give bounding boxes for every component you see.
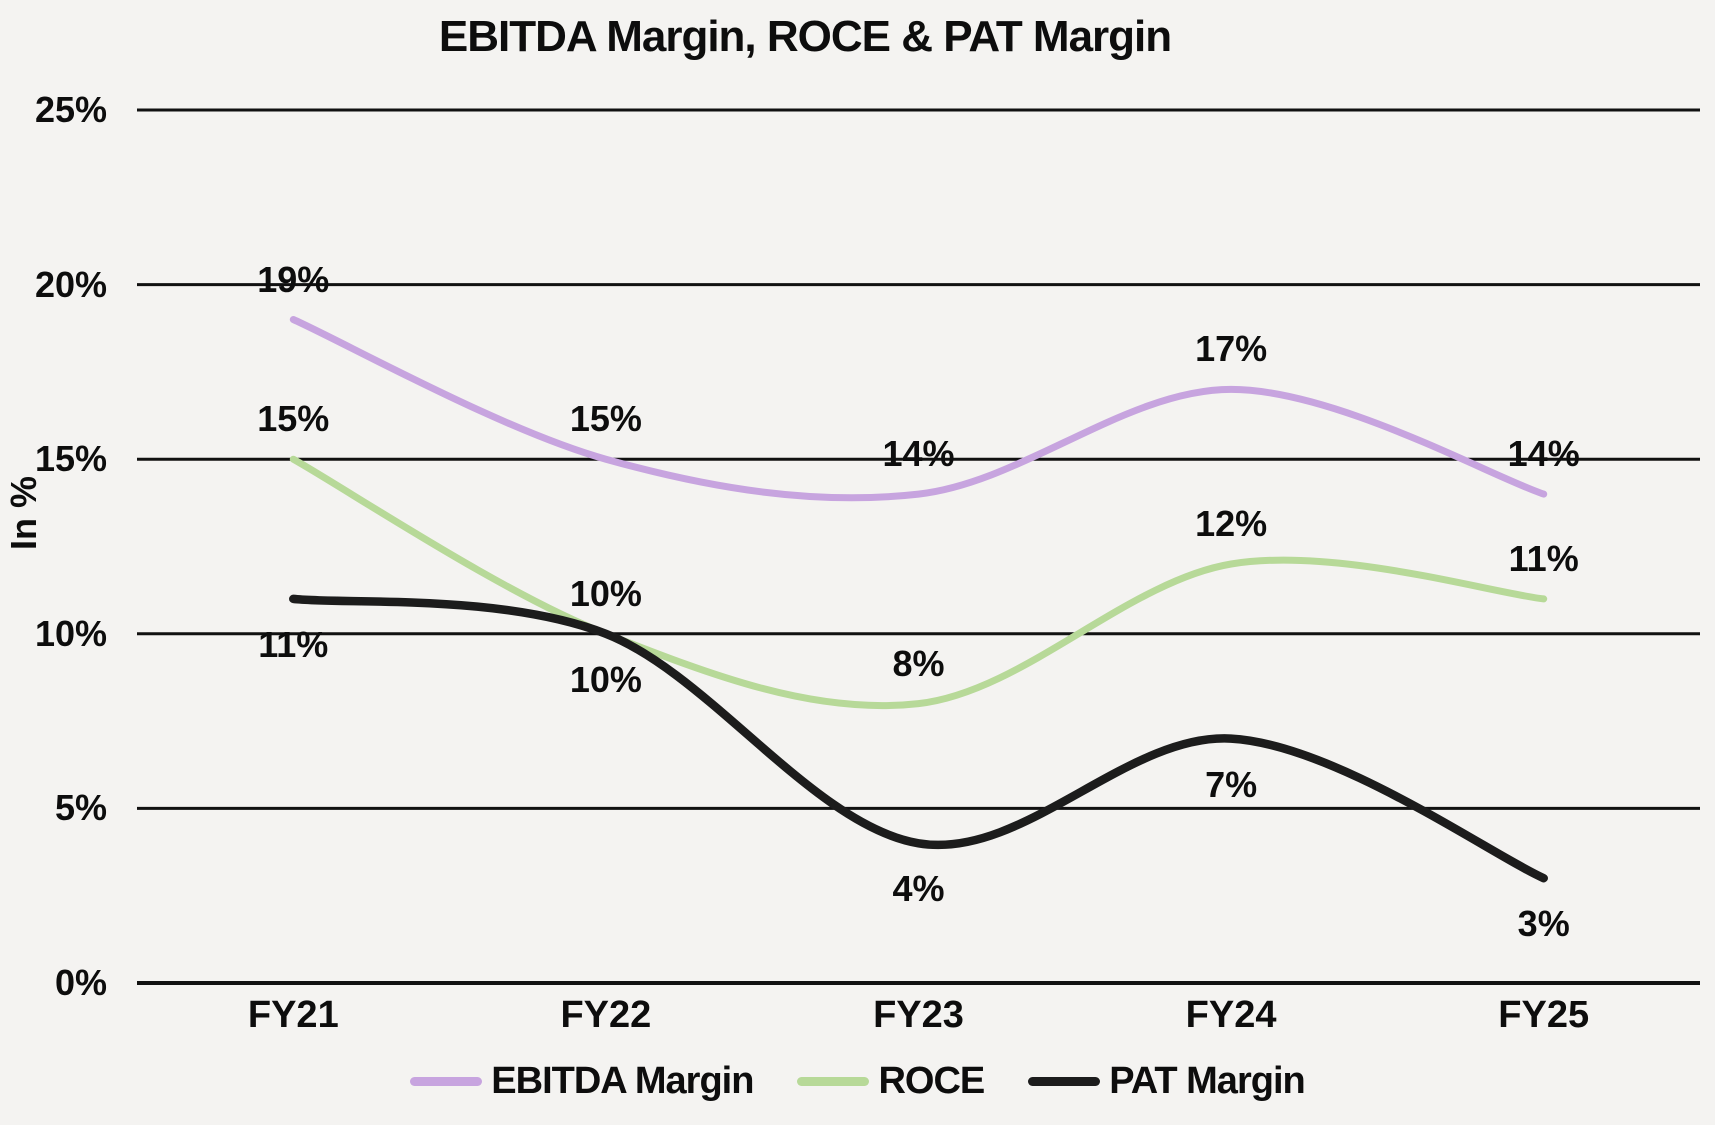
legend-swatch [410, 1077, 483, 1086]
x-axis-tick-label: FY23 [873, 994, 964, 1036]
y-axis-tick-label: 5% [54, 787, 107, 829]
data-label: 19% [257, 258, 330, 300]
data-label: 7% [1205, 763, 1258, 805]
legend-label: EBITDA Margin [491, 1060, 754, 1102]
legend-swatch [797, 1077, 870, 1086]
data-label: 11% [1508, 537, 1579, 579]
series-line-pat-margin [289, 594, 1548, 883]
series-line-roce [289, 455, 1548, 710]
y-axis-tick-label: 10% [34, 612, 107, 654]
legend-label: PAT Margin [1109, 1060, 1305, 1102]
x-axis-tick-label: FY22 [560, 994, 652, 1036]
data-label: 14% [882, 433, 955, 475]
legend-item: ROCE [797, 1060, 985, 1103]
data-label: 10% [569, 572, 642, 614]
data-label: 12% [1195, 502, 1268, 544]
y-axis-tick-label: 20% [34, 263, 107, 305]
data-label: 15% [569, 398, 642, 440]
legend-swatch [1028, 1077, 1101, 1086]
y-axis-tick-label: 25% [34, 89, 107, 130]
data-label: 14% [1507, 433, 1580, 475]
data-label: 3% [1517, 903, 1570, 945]
x-axis-tick-label: FY25 [1498, 994, 1590, 1036]
data-label: 15% [257, 398, 330, 440]
x-axis-tick-label: FY21 [247, 994, 339, 1036]
data-label: 17% [1195, 328, 1268, 370]
y-axis-tick-label: 15% [34, 438, 107, 480]
series-line-ebitda-margin [289, 316, 1548, 502]
data-label: 8% [892, 642, 945, 684]
data-label: 4% [892, 868, 945, 910]
y-axis-tick-label: 0% [54, 962, 107, 1003]
legend-label: ROCE [878, 1060, 985, 1102]
data-label: 10% [569, 658, 642, 700]
x-axis-tick-label: FY24 [1185, 994, 1277, 1036]
legend-item: PAT Margin [1028, 1060, 1306, 1103]
data-label: 11% [258, 623, 329, 665]
legend-item: EBITDA Margin [410, 1060, 754, 1103]
chart-title: EBITDA Margin, ROCE & PAT Margin [438, 12, 1172, 61]
legend: EBITDA Margin ROCE PAT Margin [0, 1060, 1715, 1103]
